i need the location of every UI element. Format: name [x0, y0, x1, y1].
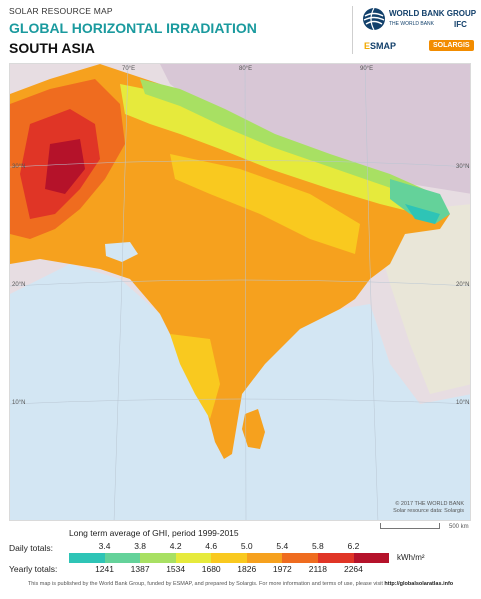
lon-label-80: 80°E — [239, 66, 253, 72]
daily-tick-label: 6.2 — [347, 541, 360, 551]
world-bank-subname: THE WORLD BANK — [389, 21, 435, 27]
daily-tick-label: 3.8 — [134, 541, 147, 551]
lat-label-left-20: 20°N — [12, 282, 26, 288]
footer-link[interactable]: http://globalsolaratlas.info — [384, 581, 454, 587]
daily-tick-label: 5.4 — [276, 541, 289, 551]
yearly-totals-label: Yearly totals: — [9, 564, 58, 574]
yearly-tick-label: 1972 — [272, 564, 292, 574]
region-title: SOUTH ASIA — [9, 40, 95, 56]
irradiation-map — [10, 64, 470, 520]
lat-label-right-20: 20°N — [456, 282, 470, 288]
legend-swatch — [353, 553, 390, 563]
yearly-tick-label: 1534 — [166, 564, 186, 574]
legend-swatch — [140, 553, 176, 563]
map-title: GLOBAL HORIZONTAL IRRADIATION — [9, 20, 257, 36]
scale-bar — [380, 523, 440, 529]
esmap-logo-text: SMAP — [370, 41, 397, 51]
map-credit-copyright: © 2017 THE WORLD BANK — [395, 501, 464, 507]
world-bank-name: WORLD BANK GROUP — [389, 9, 477, 18]
legend-swatch — [246, 553, 283, 563]
header-divider — [352, 6, 353, 54]
lat-label-left-30: 30°N — [12, 164, 26, 170]
yearly-tick-label: 1241 — [95, 564, 114, 574]
yearly-tick-label: 1387 — [130, 564, 150, 574]
yearly-tick-label: 1826 — [237, 564, 257, 574]
map-area[interactable]: 70°E 80°E 90°E 30°N 20°N 10°N 30°N 20°N … — [9, 63, 471, 521]
daily-totals-label: Daily totals: — [9, 543, 53, 553]
globe-icon — [363, 7, 385, 31]
esmap-logo: ESMAP — [364, 41, 396, 51]
yearly-tick-label: 1680 — [201, 564, 221, 574]
solargis-logo: SOLARGIS — [429, 40, 474, 51]
footer-note: This map is published by the World Bank … — [0, 581, 481, 587]
lat-label-right-10: 10°N — [456, 400, 470, 406]
daily-tick-label: 4.2 — [169, 541, 182, 551]
legend-title: Long term average of GHI, period 1999-20… — [69, 528, 239, 538]
yearly-tick-label: 2264 — [343, 564, 363, 574]
footer-text: This map is published by the World Bank … — [27, 581, 385, 587]
legend-swatch — [175, 553, 212, 563]
lat-label-right-30: 30°N — [456, 164, 470, 170]
map-pre-title: SOLAR RESOURCE MAP — [9, 6, 113, 16]
map-credit-source: Solar resource data: Solargis — [393, 508, 464, 514]
daily-tick-label: 5.8 — [311, 541, 324, 551]
scale-label: 500 km — [449, 524, 469, 530]
legend-color-bar — [69, 553, 390, 563]
daily-tick-label: 5.0 — [240, 541, 253, 551]
daily-tick-label: 3.4 — [98, 541, 111, 551]
legend-swatch — [211, 553, 247, 563]
legend-swatch — [104, 553, 141, 563]
ifc-label: IFC — [454, 20, 467, 29]
map-header: SOLAR RESOURCE MAP GLOBAL HORIZONTAL IRR… — [0, 0, 481, 62]
daily-tick-label: 4.6 — [205, 541, 218, 551]
yearly-tick-label: 2118 — [308, 564, 328, 574]
world-bank-logo: WORLD BANK GROUP THE WORLD BANK IFC — [362, 5, 477, 35]
esmap-logo-e: E — [364, 41, 371, 51]
legend-swatch — [317, 553, 354, 563]
map-credit: © 2017 THE WORLD BANK Solar resource dat… — [393, 501, 464, 515]
lon-label-70: 70°E — [122, 66, 136, 72]
legend-swatch — [282, 553, 318, 563]
legend-unit: kWh/m² — [397, 553, 425, 562]
lon-label-90: 90°E — [360, 66, 374, 72]
lat-label-left-10: 10°N — [12, 400, 26, 406]
legend-swatch — [69, 553, 105, 563]
